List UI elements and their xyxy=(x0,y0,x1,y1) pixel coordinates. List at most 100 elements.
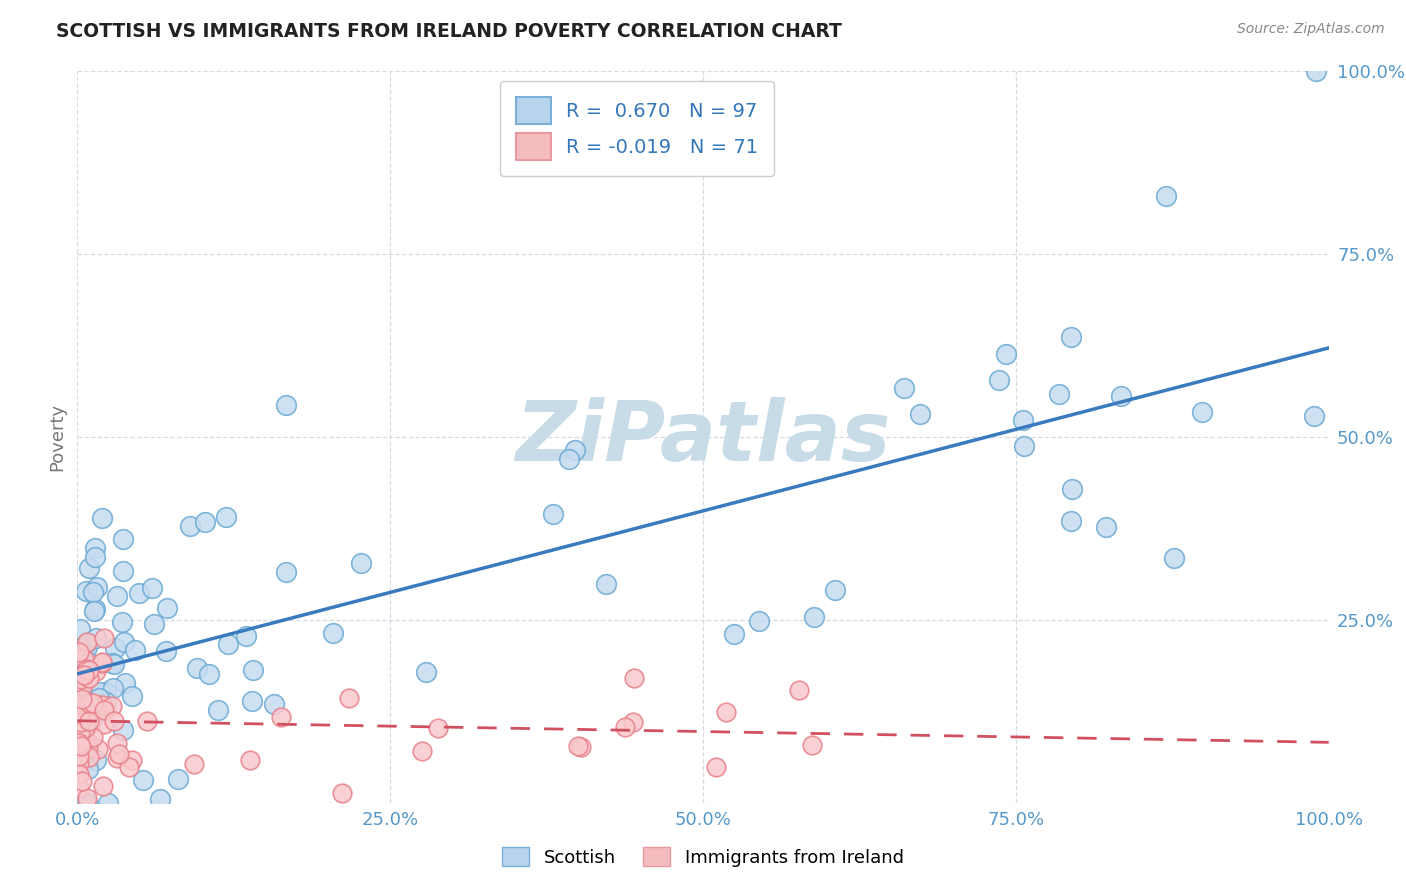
Point xyxy=(103,657,125,671)
Point xyxy=(155,644,177,658)
Point xyxy=(73,720,96,734)
Point xyxy=(70,672,93,686)
Point xyxy=(76,662,98,676)
Point xyxy=(1012,413,1035,427)
Point xyxy=(987,373,1010,387)
Point xyxy=(141,581,163,595)
Point xyxy=(94,685,117,699)
Text: SCOTTISH VS IMMIGRANTS FROM IRELAND POVERTY CORRELATION CHART: SCOTTISH VS IMMIGRANTS FROM IRELAND POVE… xyxy=(56,22,842,41)
Point xyxy=(67,736,90,750)
Point xyxy=(77,696,100,710)
Point xyxy=(82,730,104,744)
Point xyxy=(103,714,125,729)
Point xyxy=(69,706,91,721)
Point xyxy=(179,519,201,533)
Point xyxy=(79,717,101,731)
Point xyxy=(91,698,114,712)
Point xyxy=(76,735,98,749)
Point xyxy=(337,690,360,705)
Point xyxy=(70,675,93,690)
Text: ZiPatlas: ZiPatlas xyxy=(515,397,891,477)
Point xyxy=(69,706,91,720)
Point xyxy=(893,381,915,395)
Point xyxy=(79,663,101,677)
Point xyxy=(67,645,90,659)
Point xyxy=(86,580,108,594)
Point xyxy=(73,694,96,708)
Point xyxy=(114,676,136,690)
Point xyxy=(82,584,104,599)
Point xyxy=(89,684,111,698)
Point xyxy=(748,615,770,629)
Point xyxy=(571,740,593,755)
Point xyxy=(910,407,932,421)
Point xyxy=(714,705,737,719)
Point xyxy=(149,791,172,805)
Point xyxy=(77,696,100,710)
Point xyxy=(76,796,98,810)
Point xyxy=(1305,64,1327,78)
Point xyxy=(69,678,91,692)
Point xyxy=(132,773,155,788)
Point xyxy=(143,617,166,632)
Point xyxy=(79,671,101,685)
Point xyxy=(567,739,589,754)
Point xyxy=(118,760,141,774)
Point xyxy=(1060,329,1083,343)
Text: Source: ZipAtlas.com: Source: ZipAtlas.com xyxy=(1237,22,1385,37)
Point xyxy=(70,691,93,706)
Point xyxy=(89,698,111,712)
Point xyxy=(994,347,1017,361)
Point xyxy=(1062,482,1084,496)
Point xyxy=(194,516,217,530)
Point xyxy=(91,657,114,671)
Point xyxy=(69,622,91,636)
Point xyxy=(105,750,128,764)
Point xyxy=(121,689,143,703)
Point xyxy=(67,756,90,770)
Point xyxy=(83,604,105,618)
Y-axis label: Poverty: Poverty xyxy=(48,403,66,471)
Point xyxy=(84,753,107,767)
Point xyxy=(824,582,846,597)
Point xyxy=(1109,389,1132,403)
Point xyxy=(93,717,115,731)
Point xyxy=(69,710,91,724)
Point xyxy=(67,754,90,768)
Point xyxy=(276,565,298,579)
Point xyxy=(72,678,94,692)
Point xyxy=(70,739,93,754)
Point xyxy=(167,772,190,786)
Point xyxy=(111,615,134,629)
Point xyxy=(112,635,135,649)
Point xyxy=(415,665,437,680)
Point xyxy=(1163,550,1185,565)
Point xyxy=(77,561,100,575)
Point xyxy=(1095,520,1118,534)
Point xyxy=(623,672,645,686)
Point xyxy=(87,741,110,756)
Point xyxy=(69,739,91,753)
Point xyxy=(215,509,238,524)
Point xyxy=(263,697,285,711)
Point xyxy=(800,739,823,753)
Point xyxy=(111,532,134,546)
Point xyxy=(77,740,100,755)
Point xyxy=(67,781,90,796)
Point xyxy=(67,713,90,727)
Point xyxy=(72,749,94,764)
Point xyxy=(217,637,239,651)
Point xyxy=(1154,188,1177,202)
Point xyxy=(197,666,219,681)
Point xyxy=(557,451,579,466)
Point xyxy=(108,747,131,762)
Point xyxy=(69,681,91,696)
Point xyxy=(84,664,107,678)
Point xyxy=(73,652,96,666)
Point xyxy=(274,398,297,412)
Point xyxy=(89,691,111,706)
Point xyxy=(136,714,159,728)
Point xyxy=(105,589,128,603)
Point xyxy=(75,722,97,736)
Point xyxy=(90,655,112,669)
